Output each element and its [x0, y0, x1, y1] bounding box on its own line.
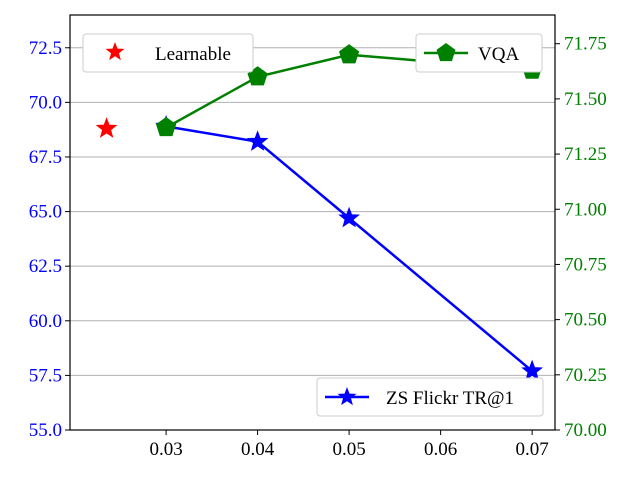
right-axis-tick-label: 70.75: [564, 254, 607, 275]
star-icon: [105, 42, 125, 61]
legend-vqa-label: VQA: [478, 44, 519, 65]
legend-vqa-box: [415, 33, 543, 73]
legend-zs-flickr-box: [316, 377, 544, 417]
data-point-vqa: [155, 116, 177, 137]
right-axis-tick-label: 70.25: [564, 365, 607, 386]
x-axis-tick-label: 0.05: [332, 439, 365, 460]
series-line-zs-flickr-tr-1: [165, 125, 533, 372]
legend-learnable: Learnable: [82, 33, 254, 73]
left-y-axis: 55.0 57.5 60.0 62.5 65.0 67.5 70.0 72.5: [29, 38, 70, 441]
right-y-axis: 70.00 70.25 70.50 70.75 71.00 71.25 71.50 71.75: [555, 34, 607, 441]
right-axis-tick-label: 71.50: [564, 89, 607, 110]
left-axis-tick-label: 67.5: [29, 147, 62, 168]
x-axis-tick-label: 0.04: [241, 439, 275, 460]
gridlines: [70, 47, 555, 431]
legend-learnable-box: [82, 33, 254, 73]
right-axis-tick-label: 71.75: [564, 34, 607, 55]
left-axis-tick-label: 57.5: [29, 365, 62, 386]
data-point-zs-flickr-tr-1: [521, 359, 543, 381]
left-axis-tick-label: 55.0: [29, 420, 62, 441]
left-axis-tick-label: 60.0: [29, 311, 62, 332]
x-axis-tick-label: 0.07: [515, 439, 548, 460]
left-axis-tick-label: 65.0: [29, 202, 62, 223]
legend-zs-flickr: ZS Flickr TR@1: [316, 377, 544, 417]
right-axis-tick-label: 70.50: [564, 310, 607, 331]
star-icon: [337, 387, 357, 406]
left-axis-tick-label: 72.5: [29, 38, 62, 59]
legend-zs-flickr-label: ZS Flickr TR@1: [386, 388, 514, 409]
pentagon-icon: [436, 43, 456, 62]
right-axis-tick-label: 71.25: [564, 144, 607, 165]
legend-learnable-label: Learnable: [155, 44, 231, 65]
left-axis-tick-label: 70.0: [29, 92, 62, 113]
right-axis-tick-label: 70.00: [564, 420, 607, 441]
plot-area-frame: [69, 14, 556, 431]
legend-vqa: VQA: [415, 33, 543, 73]
x-axis-tick-label: 0.06: [424, 439, 457, 460]
data-point-learnable: [95, 117, 118, 138]
data-point-vqa: [339, 44, 360, 64]
left-axis-tick-label: 62.5: [29, 256, 62, 277]
data-point-zs-flickr-tr-1: [338, 206, 360, 228]
right-axis-tick-label: 71.00: [564, 199, 607, 220]
x-axis-tick-label: 0.03: [149, 439, 182, 460]
data-point-zs-flickr-tr-1: [246, 130, 269, 151]
x-axis: 0.03 0.04 0.05 0.06 0.07: [149, 430, 549, 460]
